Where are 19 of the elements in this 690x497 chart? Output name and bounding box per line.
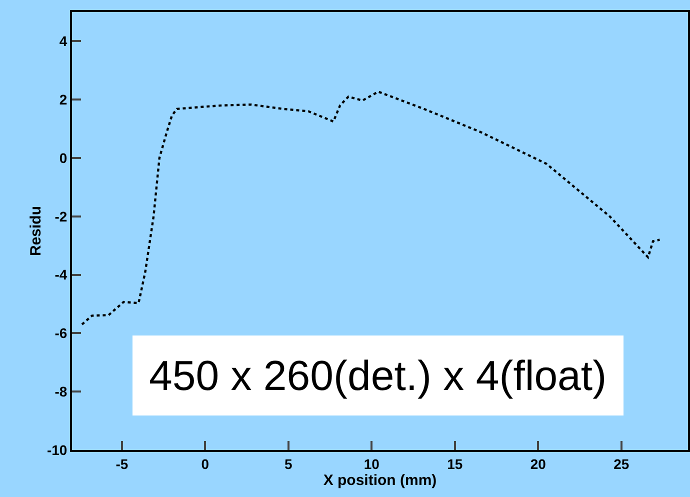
line-series xyxy=(80,90,661,326)
annotation: 450 x 260(det.) x 4(float) xyxy=(149,352,607,399)
x-tick-label: 25 xyxy=(614,456,630,472)
y-tick-label: 2 xyxy=(59,92,68,108)
x-tick-label: 20 xyxy=(530,456,546,472)
y-tick-label: 4 xyxy=(59,33,68,50)
y-tick-label: -4 xyxy=(54,266,68,283)
x-tick-label: 10 xyxy=(364,456,380,472)
y-tick-label: -2 xyxy=(54,208,68,224)
y-axis-title: Residu xyxy=(28,206,45,256)
y-tick-label: 0 xyxy=(59,150,68,166)
y-tick-label: -10 xyxy=(46,442,68,458)
x-axis-title: X position (mm) xyxy=(323,472,437,489)
y-tick-label: -8 xyxy=(54,384,68,400)
y-tick-label: -6 xyxy=(54,325,68,342)
x-tick-label: 0 xyxy=(201,456,210,472)
x-tick-label: -5 xyxy=(116,456,128,472)
x-tick-label: 5 xyxy=(284,456,293,472)
x-tick-label: 15 xyxy=(447,456,463,472)
